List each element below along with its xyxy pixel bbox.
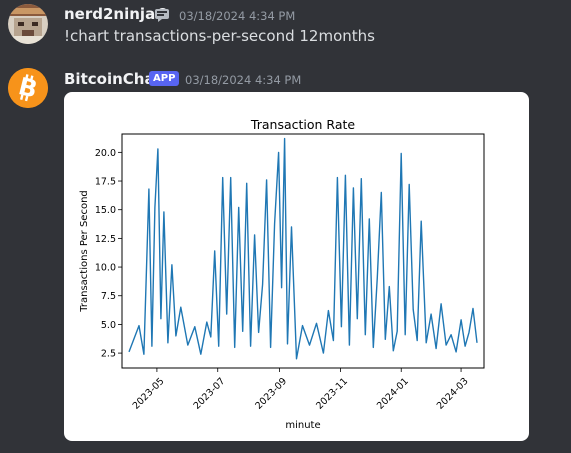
y-tick-label: 15.0: [95, 205, 116, 216]
user-avatar-image: [8, 4, 48, 44]
user-avatar[interactable]: [8, 4, 48, 44]
y-axis: 2.5 5.0 7.5 10.0 12.5 15.0 17.5 20.0: [95, 148, 122, 360]
y-tick-label: 10.0: [95, 263, 116, 274]
y-tick-label: 17.5: [95, 177, 116, 188]
y-tick-label: 7.5: [101, 291, 116, 302]
y-tick-label: 5.0: [101, 320, 116, 331]
message-2: B BitcoinChat APP 03/18/2024 4:34 PM: [0, 62, 571, 452]
bitcoin-logo-icon: B: [8, 68, 48, 108]
bot-username[interactable]: BitcoinChat: [64, 70, 162, 88]
x-tick-label: 2023-09: [253, 376, 289, 412]
message-timestamp: 03/18/2024 4:34 PM: [185, 73, 302, 87]
y-tick-label: 2.5: [101, 349, 116, 360]
y-axis-label: Transactions Per Second: [79, 190, 90, 313]
chat-bubble-icon: [155, 9, 169, 22]
series-line: [128, 137, 478, 360]
username[interactable]: nerd2ninja©: [64, 5, 171, 23]
axes-frame: [121, 133, 485, 369]
x-tick-label: 2023-05: [131, 376, 167, 412]
x-axis-label: minute: [285, 420, 320, 431]
message-1: nerd2ninja© 03/18/2024 4:34 PM !chart tr…: [0, 0, 571, 60]
x-tick-label: 2024-03: [435, 376, 471, 412]
chart-embed-image[interactable]: Transaction Rate 2.5 5.0 7.5 10.0 12.5 15.0 17…: [64, 92, 529, 441]
chart-title: Transaction Rate: [250, 117, 355, 132]
plot-area: [128, 137, 478, 360]
x-axis: 2023-05 2023-07 2023-09 2023-11 2024-01 2024-…: [131, 368, 471, 412]
y-tick-label: 20.0: [95, 148, 116, 159]
bot-avatar[interactable]: B: [8, 68, 48, 108]
message-timestamp: 03/18/2024 4:34 PM: [179, 9, 296, 23]
x-tick-label: 2023-11: [314, 376, 350, 412]
message-content: !chart transactions-per-second 12months: [64, 27, 375, 45]
x-tick-label: 2023-07: [192, 376, 228, 412]
transaction-rate-chart: Transaction Rate 2.5 5.0 7.5 10.0 12.5 15.0 17…: [79, 117, 485, 431]
app-badge: APP: [149, 71, 180, 86]
x-tick-label: 2024-01: [375, 376, 411, 412]
y-tick-label: 12.5: [95, 234, 116, 245]
